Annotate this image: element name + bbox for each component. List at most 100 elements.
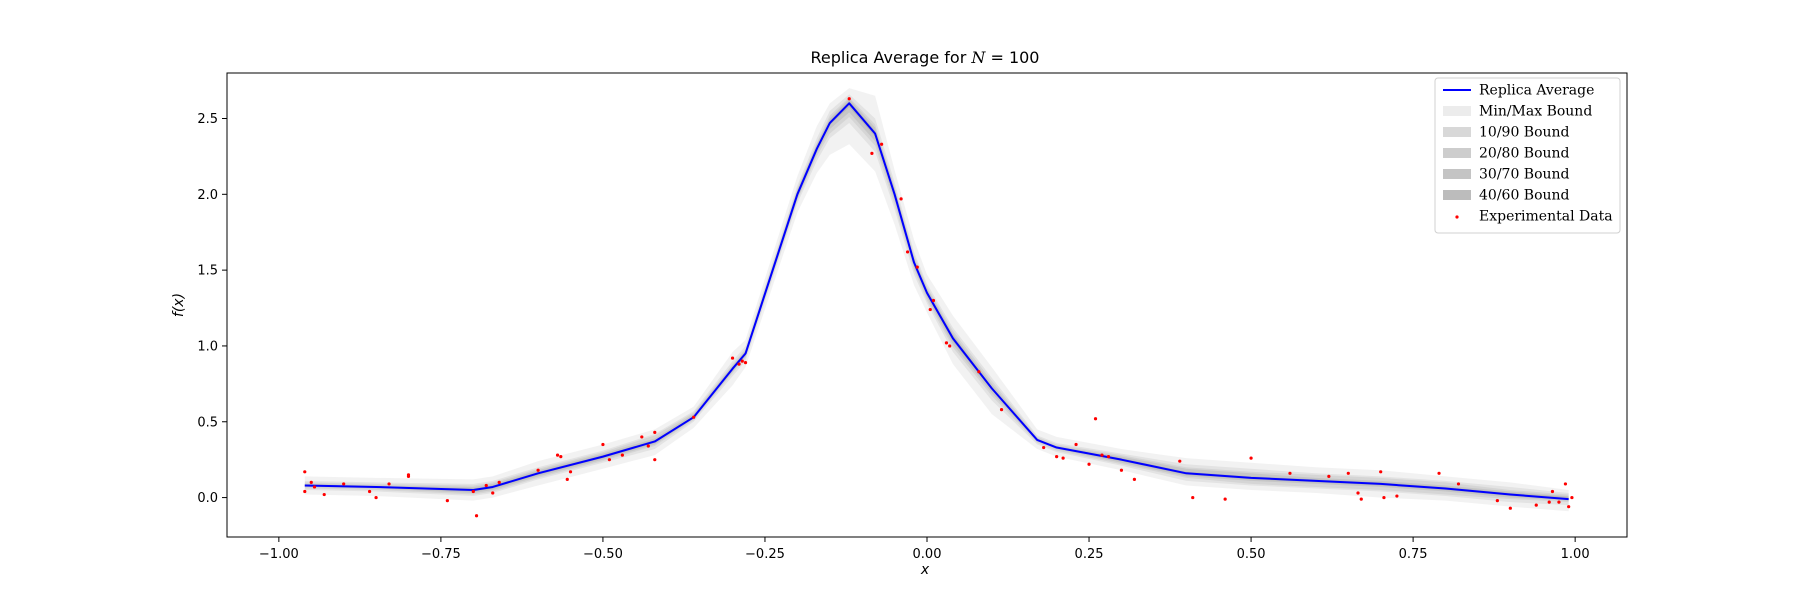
- data-point: [948, 344, 952, 348]
- data-point: [1074, 442, 1078, 447]
- data-point: [536, 468, 540, 472]
- data-point: [497, 480, 501, 485]
- data-point: [1100, 453, 1104, 457]
- line-layer: [304, 102, 1569, 501]
- legend-label-min-max-bound: Min/Max Bound: [1479, 104, 1592, 120]
- legend-label-30-70-bound: 30/70 Bound: [1479, 167, 1570, 183]
- data-point: [1456, 482, 1461, 486]
- y-tick-label: 1.0: [197, 339, 218, 354]
- legend-swatch-10-90-bound: [1443, 127, 1471, 137]
- data-point: [309, 480, 313, 485]
- data-point: [1223, 497, 1227, 501]
- x-tick-label: 0.50: [1237, 547, 1266, 562]
- x-tick-label: 1.00: [1561, 547, 1590, 562]
- data-point: [899, 197, 903, 201]
- data-point: [484, 483, 488, 488]
- data-point: [555, 453, 560, 457]
- data-point: [1437, 471, 1441, 475]
- data-point: [312, 485, 317, 489]
- data-point: [303, 489, 307, 494]
- x-tick-label: −1.00: [259, 547, 299, 562]
- data-point: [1249, 456, 1253, 460]
- data-point: [474, 514, 479, 518]
- data-point: [607, 458, 612, 462]
- y-axis-label: f(x): [171, 293, 187, 317]
- data-point: [322, 492, 326, 497]
- band-min-max-bound: [304, 88, 1569, 512]
- data-point: [342, 482, 346, 486]
- data-point: [1567, 505, 1571, 509]
- data-point: [303, 470, 307, 474]
- x-tick-label: −0.25: [745, 547, 785, 562]
- data-point: [565, 477, 569, 481]
- data-point: [692, 415, 696, 419]
- data-point: [880, 142, 884, 146]
- data-point: [620, 453, 624, 457]
- legend: Replica Average Min/Max Bound 10/90 Bound 2…: [1434, 77, 1621, 234]
- y-tick-label: 2.5: [197, 112, 218, 127]
- x-axis: −1.00 −0.75 −0.50 −0.25 0.00 0.25 0.50 0.75 1.00: [259, 537, 1590, 562]
- data-point: [730, 356, 735, 360]
- bands-layer: [304, 88, 1569, 512]
- y-tick-label: 0.5: [197, 415, 218, 430]
- data-point: [1191, 495, 1195, 500]
- data-point: [568, 470, 573, 474]
- data-point: [601, 442, 605, 447]
- data-point: [1288, 471, 1292, 475]
- data-point: [944, 341, 949, 345]
- legend-swatch-40-60-bound: [1443, 190, 1471, 200]
- chart-title: Replica Average for N = 100: [811, 48, 1040, 67]
- data-point: [1495, 499, 1499, 503]
- legend-swatch-min-max-bound: [1443, 106, 1471, 116]
- data-point: [367, 489, 372, 494]
- data-point: [905, 250, 910, 254]
- data-point: [653, 430, 657, 434]
- data-point: [1087, 462, 1091, 466]
- data-point: [1359, 497, 1363, 501]
- y-tick-label: 0.0: [197, 491, 218, 506]
- data-point: [1534, 503, 1538, 507]
- data-point: [1132, 477, 1137, 481]
- x-tick-label: −0.50: [583, 547, 623, 562]
- data-point: [1557, 500, 1561, 504]
- data-point: [1061, 456, 1065, 460]
- y-axis: 0.0 0.5 1.0 1.5 2.0 2.5: [197, 112, 227, 506]
- data-point: [1547, 500, 1551, 504]
- x-tick-label: −0.75: [421, 547, 461, 562]
- data-point: [374, 495, 378, 500]
- data-point: [1508, 506, 1512, 510]
- data-point: [471, 489, 475, 494]
- x-tick-label: 0.25: [1075, 547, 1104, 562]
- data-point: [387, 482, 391, 486]
- data-point: [406, 474, 411, 478]
- data-point: [847, 97, 851, 101]
- data-point: [1055, 455, 1059, 459]
- data-point: [445, 499, 449, 503]
- legend-swatch-30-70-bound: [1443, 169, 1471, 179]
- series-line-replica-average: [304, 102, 1569, 501]
- legend-swatch-experimental-data: [1455, 215, 1459, 219]
- y-tick-label: 1.5: [197, 264, 218, 279]
- x-axis-label: x: [920, 562, 930, 578]
- legend-label-experimental-data: Experimental Data: [1479, 209, 1613, 225]
- scatter-layer: [303, 97, 1574, 518]
- data-point: [915, 265, 919, 269]
- data-point: [559, 455, 563, 459]
- data-point: [1042, 445, 1046, 450]
- legend-box: [1434, 77, 1621, 234]
- data-point: [1106, 455, 1111, 459]
- data-point: [646, 444, 650, 448]
- data-point: [931, 298, 936, 303]
- data-point: [1570, 495, 1574, 500]
- data-point: [1119, 468, 1124, 472]
- legend-label-10-90-bound: 10/90 Bound: [1479, 125, 1570, 141]
- data-point: [1395, 494, 1399, 498]
- data-point: [653, 458, 657, 462]
- data-point: [1327, 474, 1331, 478]
- legend-label-40-60-bound: 40/60 Bound: [1479, 188, 1570, 204]
- data-point: [1382, 495, 1386, 500]
- data-point: [1346, 471, 1350, 475]
- data-point: [928, 307, 932, 312]
- data-point: [1093, 417, 1098, 421]
